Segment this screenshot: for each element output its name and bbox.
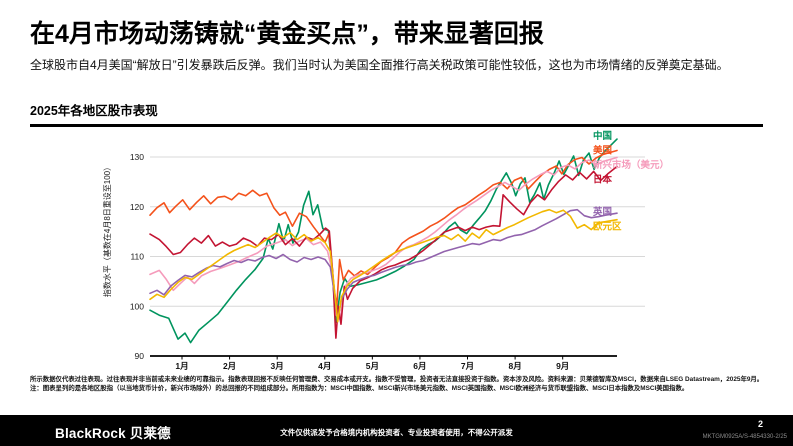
y-tick-label: 110 xyxy=(130,252,144,262)
footer-bar: BlackRock 贝莱德 文件仅供派发予合格境内机构投资者、专业投资者使用，不… xyxy=(0,415,793,446)
x-tick-label: 6月 xyxy=(413,361,426,371)
legend-label-日本: 日本 xyxy=(593,174,613,186)
y-tick-label: 100 xyxy=(130,301,144,311)
page-subtitle: 全球股市自4月美国“解放日”引发暴跌后反弹。我们当时认为美国全面推行高关税政策可… xyxy=(30,58,729,72)
x-tick-label: 5月 xyxy=(366,361,379,371)
x-tick-label: 2月 xyxy=(223,361,236,371)
document-code: MKTGM0925A/S-4854330-2/25 xyxy=(702,434,787,440)
series-line-英国 xyxy=(149,208,618,321)
series-line-美国 xyxy=(149,149,618,308)
y-tick-label: 120 xyxy=(130,202,144,212)
distribution-note: 文件仅供派发予合格境内机构投资者、专业投资者使用，不得公开派发 xyxy=(280,428,513,437)
page-number: 2 xyxy=(757,419,763,429)
x-tick-label: 8月 xyxy=(508,361,521,371)
chart-footnote: 所示数据仅代表过往表现。过往表现并非当前或未来业绩的可靠指示。指数表现回报不反映… xyxy=(30,376,764,392)
legend-label-新兴市场（美元）: 新兴市场（美元） xyxy=(593,159,669,171)
series-line-欧元区 xyxy=(149,208,618,323)
series-line-中国 xyxy=(149,138,618,344)
y-axis-title: 指数水平（基数在4月8日重设至100） xyxy=(102,163,112,297)
blackrock-logo: BlackRock 贝莱德 xyxy=(55,426,171,441)
legend-label-欧元区: 欧元区 xyxy=(593,221,622,233)
x-tick-label: 4月 xyxy=(318,361,331,371)
x-tick-label: 1月 xyxy=(175,361,188,371)
performance-chart: 90 100 110 120 130 1月 2月 3月 4月 5月 6月 7月 8月 9月 指数水平（基数在… xyxy=(102,130,669,371)
legend-label-英国: 英国 xyxy=(593,206,612,218)
chart-title: 2025年各地区股市表现 xyxy=(30,100,763,127)
legend-label-中国: 中国 xyxy=(593,130,612,142)
series-line-新兴市场（美元） xyxy=(149,156,618,321)
x-tick-label: 3月 xyxy=(271,361,284,371)
y-tick-label: 130 xyxy=(130,152,144,162)
x-tick-label: 9月 xyxy=(556,361,569,371)
page-title: 在4月市场动荡铸就“黄金买点”，带来显著回报 xyxy=(30,20,544,48)
y-tick-label: 90 xyxy=(135,351,145,361)
x-tick-label: 7月 xyxy=(461,361,474,371)
legend-label-美国: 美国 xyxy=(592,145,612,157)
